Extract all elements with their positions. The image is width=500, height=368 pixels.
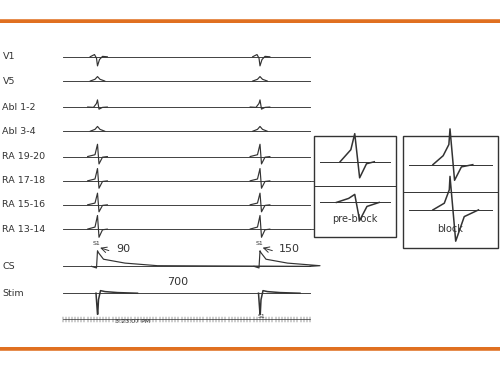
Text: RA 19-20: RA 19-20 (2, 152, 46, 161)
Text: 90: 90 (116, 244, 130, 254)
Text: V5: V5 (2, 77, 15, 86)
Text: RA 13-14: RA 13-14 (2, 224, 46, 234)
Text: S1: S1 (92, 241, 100, 246)
Text: Abl 1-2: Abl 1-2 (2, 103, 36, 112)
Text: 700: 700 (167, 277, 188, 287)
Text: pre-block: pre-block (332, 215, 378, 224)
Text: Abl 3-4: Abl 3-4 (2, 127, 36, 136)
Bar (402, 136, 498, 248)
Text: 3:23:07 PM: 3:23:07 PM (115, 319, 150, 324)
Text: RA 15-16: RA 15-16 (2, 200, 46, 209)
Text: www.medscape.com: www.medscape.com (182, 3, 318, 16)
Bar (314, 136, 396, 237)
Text: RA 17-18: RA 17-18 (2, 176, 46, 185)
Text: Medscape®: Medscape® (6, 3, 98, 17)
Text: V1: V1 (2, 52, 15, 61)
Text: Source: J Cardiovasc Electrophysiol © 2005 Blackwell Publishing: Source: J Cardiovasc Electrophysiol © 20… (93, 354, 407, 364)
Text: S1: S1 (255, 241, 263, 246)
Text: block: block (437, 224, 463, 234)
Text: CS: CS (2, 262, 15, 271)
Text: 150: 150 (279, 244, 300, 254)
Text: S1: S1 (257, 314, 265, 319)
Text: Stim: Stim (2, 289, 24, 298)
